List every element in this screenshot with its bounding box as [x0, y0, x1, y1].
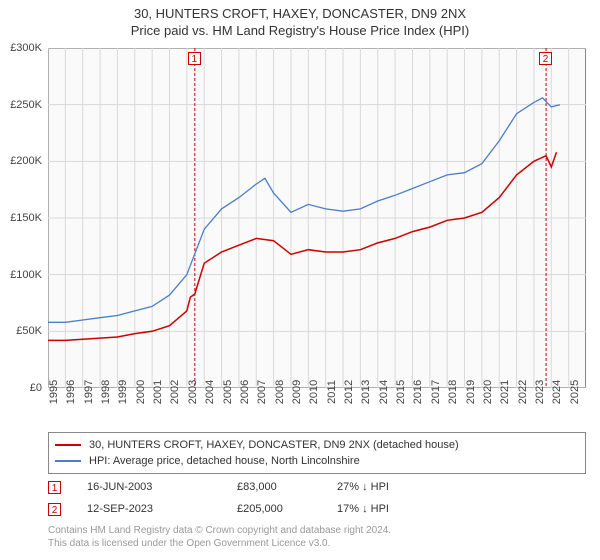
y-tick-label: £200K: [10, 155, 42, 167]
marker-icon: 1: [48, 481, 61, 494]
x-tick-label: 1996: [65, 380, 77, 404]
sale-row-1: 1 16-JUN-2003 £83,000 27% ↓ HPI: [48, 476, 586, 498]
y-tick-label: £50K: [16, 325, 42, 337]
chart-marker-icon: 2: [539, 52, 552, 65]
x-tick-label: 2019: [465, 380, 477, 404]
x-tick-label: 1997: [83, 380, 95, 404]
x-tick-label: 2013: [360, 380, 372, 404]
chart-marker-icon: 1: [188, 52, 201, 65]
x-tick-label: 2011: [326, 380, 338, 404]
x-tick-label: 2007: [256, 380, 268, 404]
y-tick-label: £300K: [10, 42, 42, 54]
series-svg: [48, 48, 586, 388]
x-tick-label: 2016: [412, 380, 424, 404]
y-tick-label: £100K: [10, 269, 42, 281]
x-tick-label: 2002: [169, 380, 181, 404]
x-tick-label: 1998: [100, 380, 112, 404]
sale-row-2: 2 12-SEP-2023 £205,000 17% ↓ HPI: [48, 498, 586, 520]
x-tick-label: 2009: [291, 380, 303, 404]
x-tick-label: 2025: [569, 380, 581, 404]
x-tick-label: 2022: [517, 380, 529, 404]
x-tick-label: 2021: [499, 380, 511, 404]
chart-area: £0£50K£100K£150K£200K£250K£300K 19951996…: [48, 48, 586, 388]
x-tick-label: 2000: [135, 380, 147, 404]
sale-price: £83,000: [237, 481, 337, 493]
y-tick-label: £250K: [10, 99, 42, 111]
x-tick-label: 1999: [117, 380, 129, 404]
x-tick-label: 2006: [239, 380, 251, 404]
legend: 30, HUNTERS CROFT, HAXEY, DONCASTER, DN9…: [48, 432, 586, 474]
marker-icon: 2: [48, 503, 61, 516]
chart-title-address: 30, HUNTERS CROFT, HAXEY, DONCASTER, DN9…: [0, 6, 600, 21]
legend-label: HPI: Average price, detached house, Nort…: [89, 455, 360, 467]
x-tick-label: 2004: [204, 380, 216, 404]
legend-label: 30, HUNTERS CROFT, HAXEY, DONCASTER, DN9…: [89, 439, 459, 451]
sale-date: 12-SEP-2023: [87, 503, 237, 515]
sale-data-rows: 1 16-JUN-2003 £83,000 27% ↓ HPI 2 12-SEP…: [48, 476, 586, 520]
legend-swatch: [55, 444, 81, 446]
y-tick-label: £150K: [10, 212, 42, 224]
chart-subtitle: Price paid vs. HM Land Registry's House …: [0, 23, 600, 38]
chart-container: 30, HUNTERS CROFT, HAXEY, DONCASTER, DN9…: [0, 0, 600, 560]
x-tick-label: 2001: [152, 380, 164, 404]
x-tick-label: 2014: [378, 380, 390, 404]
x-tick-label: 1995: [48, 380, 60, 404]
title-block: 30, HUNTERS CROFT, HAXEY, DONCASTER, DN9…: [0, 0, 600, 38]
sale-vs-hpi: 27% ↓ HPI: [337, 481, 457, 493]
footer-line2: This data is licensed under the Open Gov…: [48, 537, 391, 550]
x-tick-label: 2017: [430, 380, 442, 404]
footer-attribution: Contains HM Land Registry data © Crown c…: [48, 524, 391, 550]
x-tick-label: 2008: [274, 380, 286, 404]
legend-swatch: [55, 460, 81, 462]
x-tick-label: 2015: [395, 380, 407, 404]
x-tick-label: 2010: [308, 380, 320, 404]
y-tick-label: £0: [30, 382, 42, 394]
sale-price: £205,000: [237, 503, 337, 515]
x-tick-label: 2023: [534, 380, 546, 404]
legend-item-property: 30, HUNTERS CROFT, HAXEY, DONCASTER, DN9…: [55, 437, 579, 453]
x-tick-label: 2024: [551, 380, 563, 404]
sale-vs-hpi: 17% ↓ HPI: [337, 503, 457, 515]
x-tick-label: 2012: [343, 380, 355, 404]
footer-line1: Contains HM Land Registry data © Crown c…: [48, 524, 391, 537]
x-tick-label: 2003: [187, 380, 199, 404]
x-tick-label: 2020: [482, 380, 494, 404]
sale-date: 16-JUN-2003: [87, 481, 237, 493]
x-tick-label: 2005: [222, 380, 234, 404]
legend-item-hpi: HPI: Average price, detached house, Nort…: [55, 453, 579, 469]
x-tick-label: 2018: [447, 380, 459, 404]
